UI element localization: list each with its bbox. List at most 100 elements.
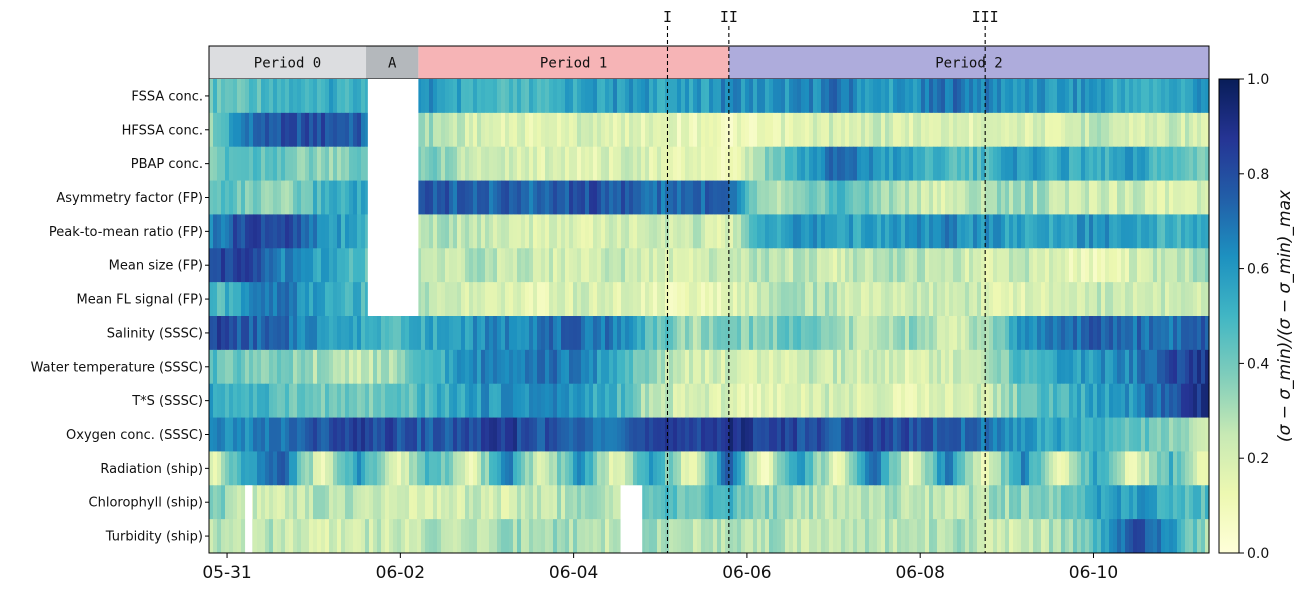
heatmap-cell (349, 349, 354, 385)
heatmap-cell (885, 112, 890, 148)
heatmap-cell (309, 146, 314, 181)
heatmap-cell (533, 451, 538, 486)
heatmap-cell (273, 282, 278, 317)
heatmap-cell (581, 417, 586, 452)
heatmap-cell (957, 349, 962, 385)
heatmap-cell (221, 146, 226, 181)
heatmap-cell (693, 519, 698, 554)
heatmap-cell (741, 349, 746, 385)
heatmap-cell (425, 316, 430, 351)
heatmap-cell (773, 519, 778, 554)
heatmap-cell (421, 349, 426, 385)
heatmap-cell (993, 316, 998, 351)
heatmap-cell (301, 417, 306, 452)
heatmap-cell (481, 112, 486, 148)
heatmap-cell (281, 146, 286, 181)
heatmap-cell (333, 214, 338, 249)
heatmap-cell (705, 248, 710, 283)
heatmap-cell (1109, 417, 1114, 452)
heatmap-cell (837, 383, 842, 418)
heatmap-cell (637, 451, 642, 486)
heatmap-cell (1169, 112, 1174, 148)
heatmap-cell (961, 146, 966, 181)
heatmap-cell (813, 519, 818, 554)
heatmap-cell (609, 316, 614, 351)
heatmap-cell (729, 112, 734, 148)
heatmap-cell (1093, 248, 1098, 283)
heatmap-cell (525, 214, 530, 249)
heatmap-cell (233, 112, 238, 148)
heatmap-cell (545, 451, 550, 486)
heatmap-cell (733, 417, 738, 452)
heatmap-cell (805, 282, 810, 317)
heatmap-cell (353, 417, 358, 452)
heatmap-cell (729, 146, 734, 181)
heatmap-cell (729, 485, 734, 520)
heatmap-cell (677, 79, 682, 114)
heatmap-cell (393, 349, 398, 385)
heatmap-cell (837, 214, 842, 249)
heatmap-cell (637, 248, 642, 283)
heatmap-cell (221, 214, 226, 249)
heatmap-cell (721, 79, 726, 114)
heatmap-cell (1085, 214, 1090, 249)
heatmap-cell (561, 316, 566, 351)
heatmap-cell (521, 485, 526, 520)
heatmap-cell (785, 316, 790, 351)
heatmap-cell (237, 180, 242, 215)
heatmap-cell (453, 248, 458, 283)
heatmap-cell (729, 180, 734, 215)
heatmap-cell (869, 146, 874, 181)
heatmap-cell (717, 349, 722, 385)
heatmap-cell (1105, 383, 1110, 418)
heatmap-cell (653, 417, 658, 452)
heatmap-cell (1037, 519, 1042, 554)
heatmap-cell (545, 282, 550, 317)
heatmap-cell (1121, 146, 1126, 181)
heatmap-cell (477, 214, 482, 249)
heatmap-cell (661, 248, 666, 283)
heatmap-cell (789, 519, 794, 554)
heatmap-cell (1089, 282, 1094, 317)
heatmap-cell (813, 451, 818, 486)
heatmap-cell (265, 417, 270, 452)
heatmap-cell (1121, 112, 1126, 148)
heatmap-cell (317, 451, 322, 486)
heatmap-cell (381, 349, 386, 385)
heatmap-cell (357, 417, 362, 452)
heatmap-cell (785, 417, 790, 452)
heatmap-cell (1109, 248, 1114, 283)
heatmap-cell (829, 214, 834, 249)
heatmap-cell (209, 349, 214, 385)
heatmap-cell (1173, 349, 1178, 385)
heatmap-cell (333, 383, 338, 418)
heatmap-cell (1097, 451, 1102, 486)
heatmap-cell (925, 451, 930, 486)
heatmap-cell (573, 248, 578, 283)
heatmap-cell (613, 316, 618, 351)
heatmap-cell (601, 282, 606, 317)
heatmap-cell (453, 112, 458, 148)
heatmap-cell (917, 451, 922, 486)
heatmap-cell (849, 485, 854, 520)
heatmap-cell (533, 180, 538, 215)
heatmap-cell (1077, 451, 1082, 486)
heatmap-cell (541, 112, 546, 148)
heatmap-cell (209, 417, 214, 452)
heatmap-cell (325, 248, 330, 283)
heatmap-cell (1117, 519, 1122, 554)
heatmap-cell (433, 180, 438, 215)
heatmap-cell (877, 519, 882, 554)
heatmap-cell (809, 383, 814, 418)
heatmap-cell (561, 214, 566, 249)
heatmap-cell (725, 79, 730, 114)
heatmap-cell (505, 417, 510, 452)
heatmap-cell (881, 214, 886, 249)
heatmap-cell (629, 282, 634, 317)
heatmap-cell (869, 79, 874, 114)
heatmap-cell (469, 214, 474, 249)
heatmap-cell (969, 519, 974, 554)
heatmap-cell (733, 79, 738, 114)
heatmap-cell (509, 316, 514, 351)
heatmap-cell (429, 519, 434, 554)
